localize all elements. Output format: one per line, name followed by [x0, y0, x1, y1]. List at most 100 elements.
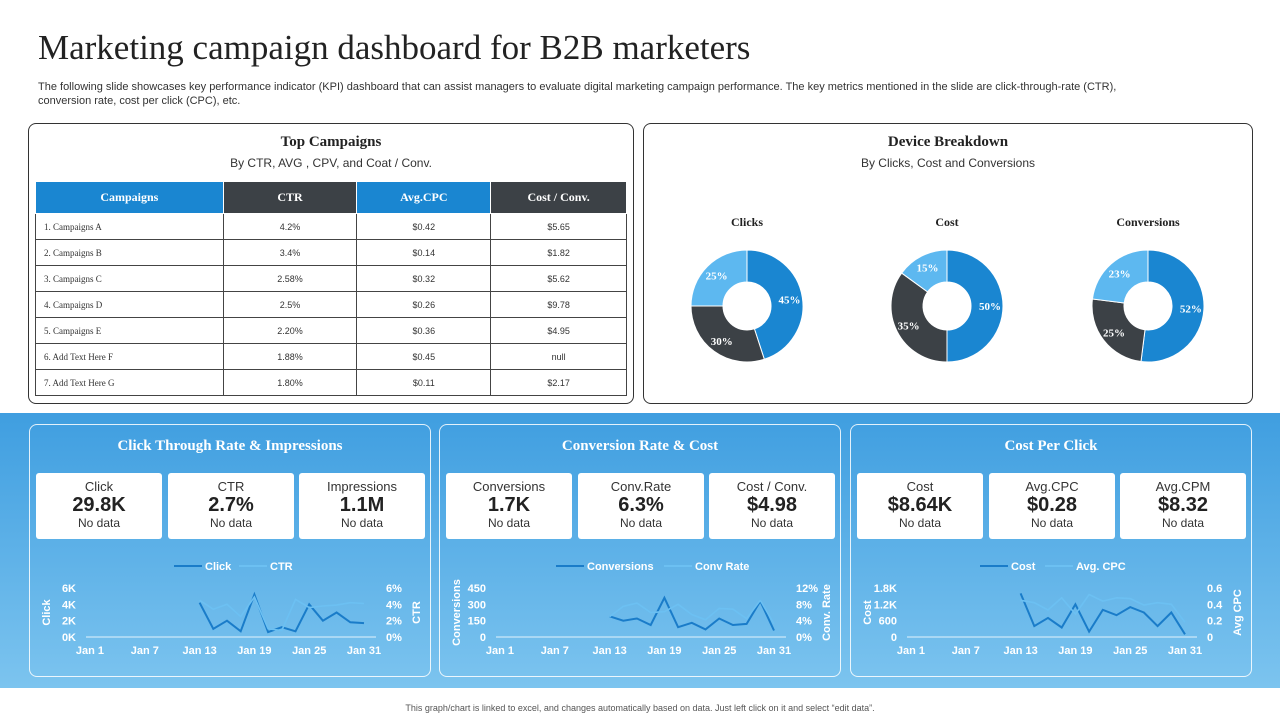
y2-tick-label: 12%: [796, 583, 818, 595]
kpi-note: No data: [898, 516, 942, 530]
conversion-cost-title: Conversion Rate & Cost: [561, 438, 719, 454]
top-campaigns-subtitle: By CTR, AVG , CPV, and Coat / Conv.: [230, 156, 432, 170]
donut-slice-label: 35%: [898, 321, 920, 333]
cell-avg-cpc: $0.36: [356, 317, 492, 344]
cell-cost-conv: $4.95: [490, 317, 627, 344]
cell-avg-cpc: $0.32: [356, 265, 492, 292]
y-tick-label: 0: [480, 632, 486, 644]
kpi-note: No data: [209, 516, 253, 530]
kpi-value: 29.8K: [72, 494, 126, 516]
cell-campaign: 1. Campaigns A: [35, 213, 224, 240]
cell-cost-conv: null: [490, 343, 627, 370]
y2-tick-label: 0%: [386, 632, 402, 644]
donut-slice-label: 45%: [778, 294, 800, 306]
x-tick-label: Jan 1: [486, 645, 514, 657]
x-tick-label: Jan 13: [182, 645, 216, 657]
conversions-rate-line-chart: Conversions Conv Rate01503004500%4%8%12%C…: [451, 561, 833, 657]
cell-avg-cpc: $0.11: [356, 369, 492, 396]
y-axis-title: Click: [41, 598, 53, 625]
series-line-secondary: [1020, 593, 1186, 623]
kpi-note: No data: [487, 516, 531, 530]
cell-ctr: 2.20%: [222, 317, 358, 344]
donut-slice: [1140, 249, 1205, 363]
y2-axis-title: CTR: [411, 601, 423, 624]
y-tick-label: 2K: [62, 616, 76, 628]
donut-slice: [900, 249, 948, 293]
y2-tick-label: 0.4: [1207, 599, 1223, 611]
kpi-label: Cost: [906, 479, 934, 494]
x-tick-label: Jan 1: [76, 645, 104, 657]
x-tick-label: Jan 7: [541, 645, 569, 657]
y2-tick-label: 4%: [386, 599, 402, 611]
kpi-card-ctr: CTR 2.7% No data: [168, 473, 294, 539]
table-row: 3. Campaigns C 2.58% $0.32 $5.62: [35, 265, 627, 292]
legend-label: Avg. CPC: [1076, 561, 1126, 573]
kpi-card-click: Click 29.8K No data: [36, 473, 162, 539]
kpi-label: Click: [84, 479, 114, 494]
kpi-value: $0.28: [1026, 494, 1078, 516]
kpi-note: No data: [619, 516, 663, 530]
device-donut-charts: 45% 30% 25% 50% 35% 15% 52% 25% 23%: [690, 249, 1205, 363]
donut-slice-label: 52%: [1180, 304, 1202, 316]
kpi-card-conversions: Conversions 1.7K No data: [446, 473, 572, 539]
x-tick-label: Jan 19: [647, 645, 681, 657]
donut-slice: [690, 305, 765, 363]
donut-slice: [1091, 249, 1149, 304]
x-tick-label: Jan 13: [1003, 645, 1037, 657]
cell-ctr: 1.88%: [222, 343, 358, 370]
cost-per-click-panel: Cost Per Click Cost $8.64K No data Avg.C…: [850, 424, 1252, 677]
y2-tick-label: 0.2: [1207, 616, 1222, 628]
donut-title-cost: Cost: [935, 215, 959, 229]
x-tick-label: Jan 31: [1168, 645, 1202, 657]
footer-note: This graph/chart is linked to excel, and…: [405, 703, 875, 713]
series-line-primary: [609, 595, 775, 631]
donut-slice: [690, 249, 748, 307]
table-row: 1. Campaigns A 4.2% $0.42 $5.65: [35, 213, 627, 240]
cost-per-click-title: Cost Per Click: [1004, 438, 1098, 454]
cell-avg-cpc: $0.26: [356, 291, 492, 318]
kpi-card-avg-cpc: Avg.CPC $0.28 No data: [989, 473, 1115, 539]
cell-ctr: 2.58%: [222, 265, 358, 292]
x-tick-label: Jan 7: [131, 645, 159, 657]
x-tick-label: Jan 31: [347, 645, 381, 657]
top-campaigns-panel: Top Campaigns By CTR, AVG , CPV, and Coa…: [28, 123, 634, 404]
kpi-card-avg-cpm: Avg.CPM $8.32 No data: [1120, 473, 1246, 539]
x-tick-label: Jan 19: [1058, 645, 1092, 657]
cell-campaign: 6. Add Text Here F: [35, 343, 224, 370]
cell-cost-conv: $1.82: [490, 239, 627, 266]
kpi-label: Cost / Conv.: [736, 479, 808, 494]
kpi-card-cost-conv: Cost / Conv. $4.98 No data: [709, 473, 835, 539]
col-cost-conv: Cost / Conv.: [490, 181, 627, 214]
cell-cost-conv: $5.65: [490, 213, 627, 240]
donut-slice-label: 23%: [1109, 269, 1131, 281]
kpi-label: Impressions: [326, 479, 398, 494]
device-breakdown-panel: Device Breakdown By Clicks, Cost and Con…: [643, 123, 1253, 404]
kpi-value: 6.3%: [618, 494, 664, 516]
kpi-note: No data: [1161, 516, 1205, 530]
y-tick-label: 0K: [62, 632, 76, 644]
y2-axis-title: Avg CPC: [1232, 589, 1244, 636]
kpi-note: No data: [77, 516, 121, 530]
donut-slice: [1091, 298, 1146, 363]
series-line-primary: [198, 591, 365, 634]
cell-avg-cpc: $0.42: [356, 213, 492, 240]
kpi-label: Conversions: [472, 479, 546, 494]
kpi-label: CTR: [217, 479, 245, 494]
x-tick-label: Jan 1: [897, 645, 925, 657]
legend-label: CTR: [270, 561, 293, 573]
cell-cost-conv: $2.17: [490, 369, 627, 396]
kpi-value: 1.7K: [487, 494, 531, 516]
y-tick-label: 1.2K: [874, 599, 897, 611]
y-tick-label: 6K: [62, 583, 76, 595]
cell-ctr: 3.4%: [222, 239, 358, 266]
cell-campaign: 4. Campaigns D: [35, 291, 224, 318]
kpi-card-cost: Cost $8.64K No data: [857, 473, 983, 539]
ctr-impressions-panel: Click Through Rate & Impressions Click 2…: [29, 424, 431, 677]
y-tick-label: 300: [468, 599, 486, 611]
y-tick-label: 4K: [62, 599, 76, 611]
kpi-card-impressions: Impressions 1.1M No data: [299, 473, 425, 539]
conversion-cost-panel: Conversion Rate & Cost Conversions 1.7K …: [439, 424, 841, 677]
campaigns-table: Campaigns CTR Avg.CPC Cost / Conv. 1. Ca…: [35, 181, 627, 396]
y2-tick-label: 6%: [386, 583, 402, 595]
donut-title-conversions: Conversions: [1116, 215, 1180, 229]
